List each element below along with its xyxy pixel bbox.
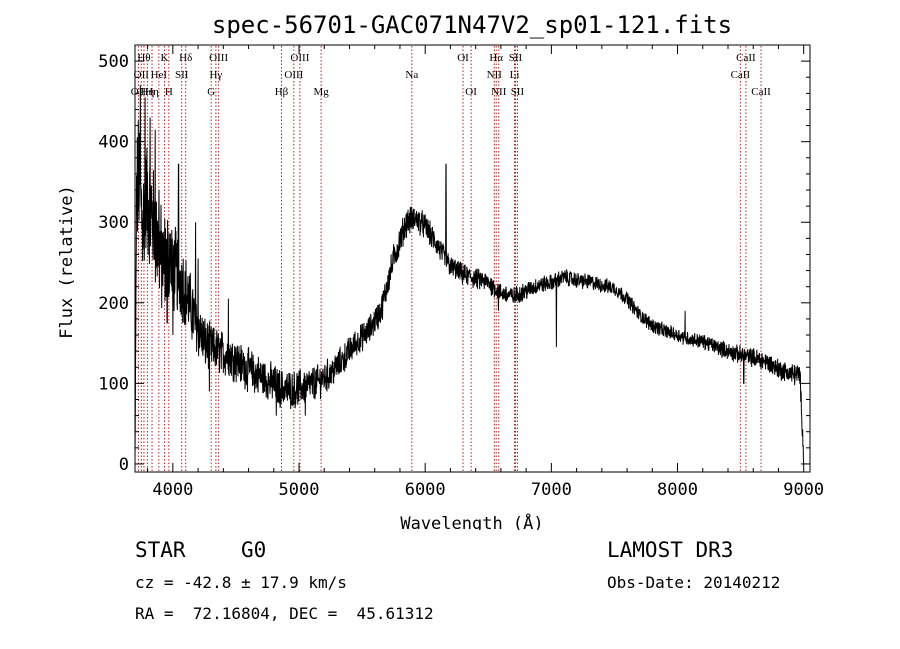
observation-date: Obs-Date: 20140212: [607, 573, 781, 592]
spectrum-chart: 4000 5000 6000 7000 8000 9000 0 100 200 300 400 500…: [57, 11, 824, 530]
chart-title: spec-56701-GAC071N47V2_sp01-121.fits: [212, 11, 732, 39]
object-type: STAR: [135, 538, 186, 562]
y-tick-label: 100: [98, 374, 129, 394]
axis-ticks: 4000 5000 6000 7000 8000 9000 0 100 200 300 400 500: [98, 45, 824, 500]
plot-frame: [134, 44, 811, 473]
line-label-NII: NII: [487, 69, 503, 81]
line-label-OIII: OIII: [290, 52, 309, 64]
line-label-Na: Na: [405, 69, 418, 81]
line-label-Hη: Hη: [141, 86, 155, 98]
line-label-SII: SII: [511, 86, 525, 98]
line-label-OI: OI: [465, 86, 477, 98]
line-label-CaII: CaII: [736, 52, 756, 64]
spectral-line-labels: OIIOIIHθHηHηHeIKHSIIHδGHγOIIIHβOIIIOIIIM…: [131, 52, 771, 98]
line-label-Hβ: Hβ: [275, 86, 289, 98]
line-label-Hη: Hη: [145, 86, 159, 98]
line-label-CaII: CaII: [751, 86, 771, 98]
y-tick-label: 0: [119, 455, 129, 475]
y-tick-label: 400: [98, 133, 129, 153]
x-tick-label: 7000: [531, 480, 572, 500]
x-tick-label: 6000: [405, 480, 446, 500]
spectrum-line: [134, 85, 805, 464]
line-label-H: H: [165, 86, 173, 98]
line-label-Hδ: Hδ: [179, 52, 192, 64]
line-label-OI: OI: [457, 52, 469, 64]
line-label-HeI: HeI: [151, 69, 168, 81]
x-tick-label: 5000: [279, 480, 320, 500]
line-label-SII: SII: [509, 52, 523, 64]
line-label-OIII: OIII: [209, 52, 228, 64]
line-label-OII: OII: [134, 69, 150, 81]
ra-dec-coordinates: RA = 72.16804, DEC = 45.61312: [135, 604, 434, 623]
line-label-Hθ: Hθ: [137, 52, 150, 64]
spectrum-layer: [134, 85, 805, 464]
x-tick-label: 9000: [783, 480, 824, 500]
line-label-Hγ: Hγ: [209, 69, 222, 81]
line-label-NII: NII: [491, 86, 507, 98]
y-tick-label: 200: [98, 294, 129, 314]
line-label-K: K: [161, 52, 169, 64]
y-tick-label: 500: [98, 52, 129, 72]
line-label-OIII: OIII: [284, 69, 303, 81]
x-axis-label: Wavelength (Å): [400, 512, 543, 530]
survey-name: LAMOST DR3: [607, 538, 734, 562]
line-label-SII: SII: [175, 69, 189, 81]
x-tick-label: 4000: [152, 480, 193, 500]
line-label-G: G: [207, 86, 215, 98]
line-label-OII: OII: [131, 86, 147, 98]
y-axis-label: Flux (relative): [57, 185, 77, 339]
line-label-Hα: Hα: [489, 52, 503, 64]
redshift-cz: cz = -42.8 ± 17.9 km/s: [135, 573, 347, 592]
line-label-Mg: Mg: [313, 86, 329, 98]
line-label-Li: Li: [510, 69, 520, 81]
y-tick-label: 300: [98, 213, 129, 233]
spectral-line-markers: [137, 46, 762, 471]
x-tick-label: 8000: [657, 480, 698, 500]
line-label-CaII: CaII: [731, 69, 751, 81]
object-subclass: G0: [241, 538, 267, 562]
